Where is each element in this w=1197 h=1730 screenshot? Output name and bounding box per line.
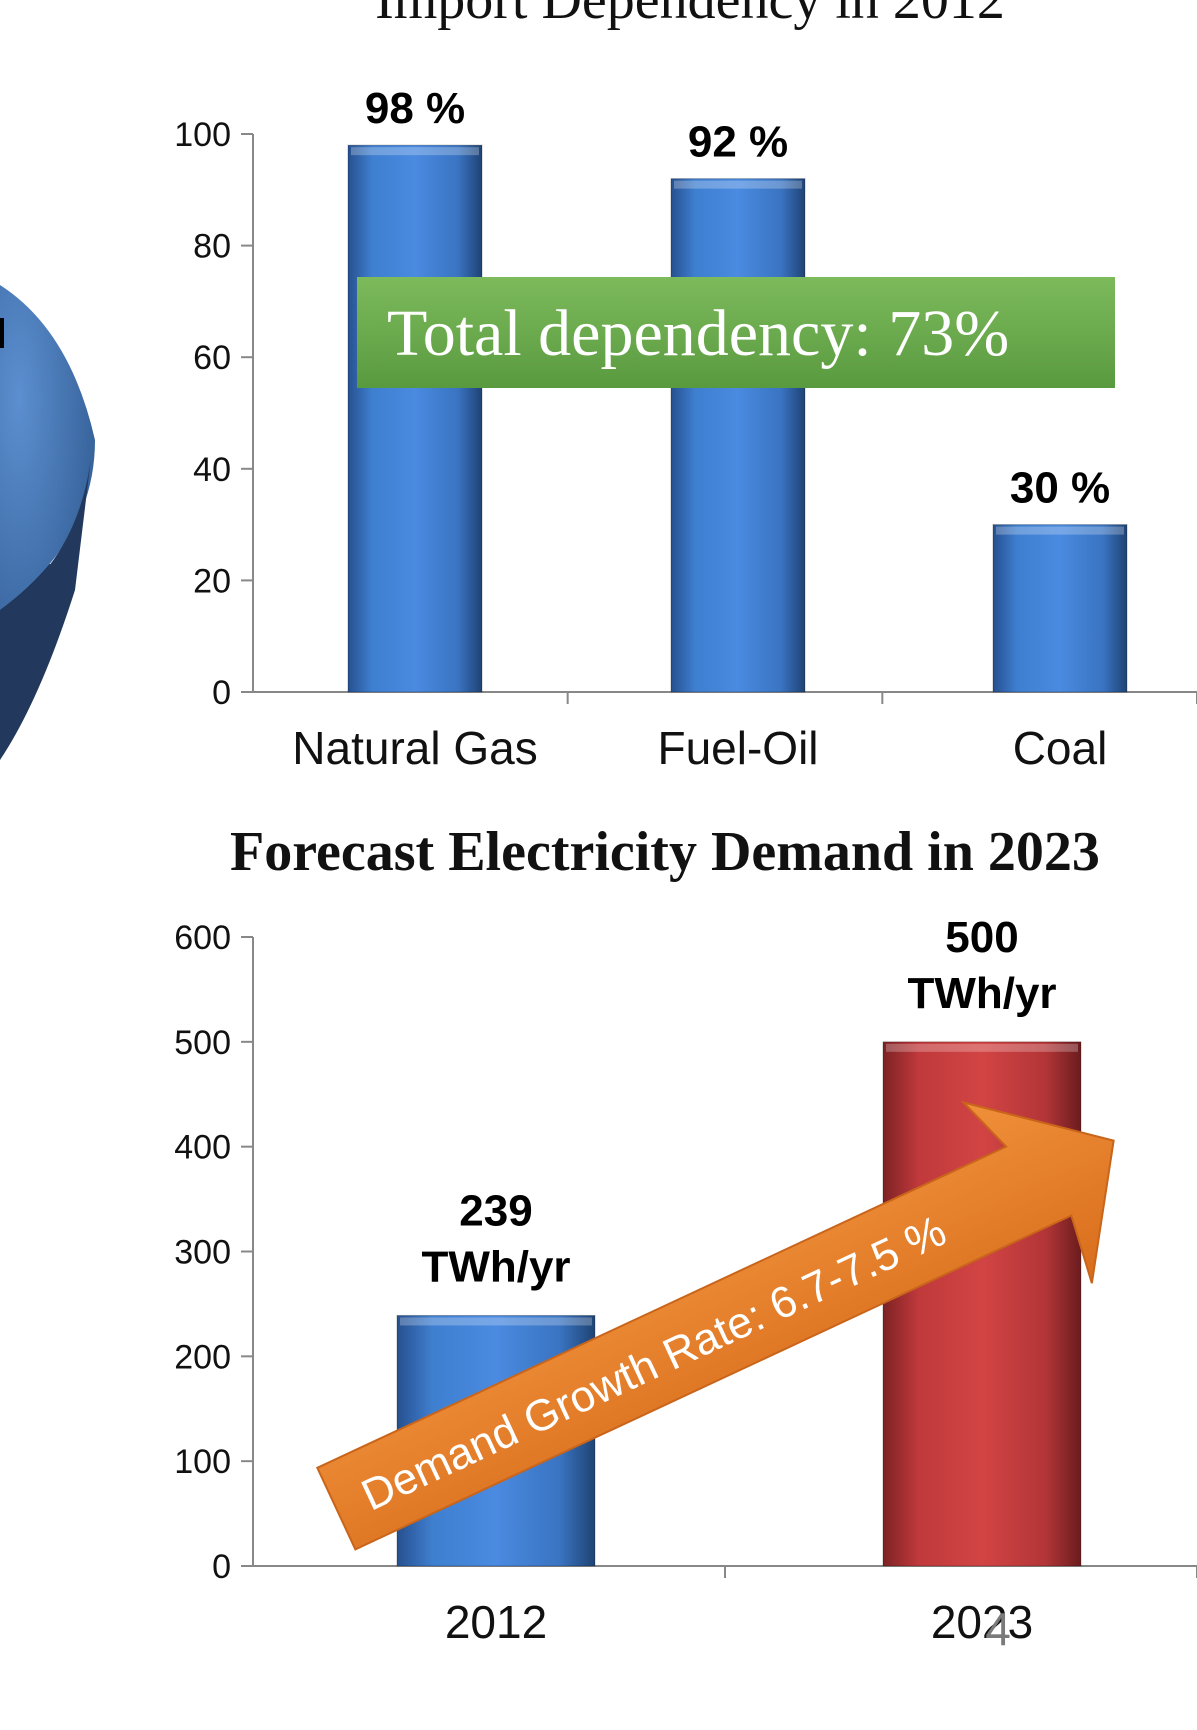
y-tick-label: 20 bbox=[193, 562, 231, 600]
y-tick-label: 0 bbox=[212, 1548, 231, 1586]
chart2-title: Forecast Electricity Demand in 2023 bbox=[230, 821, 1100, 883]
data-label: TWh/yr bbox=[421, 1242, 570, 1291]
bar-highlight bbox=[400, 1317, 592, 1326]
y-tick-label: 200 bbox=[174, 1338, 231, 1376]
data-label: 92 % bbox=[688, 118, 788, 167]
bar-coal bbox=[992, 524, 1128, 693]
bar-highlight bbox=[886, 1043, 1078, 1052]
chart2-y-axis: 0 100 200 300 400 500 600 bbox=[174, 919, 1197, 1586]
import-dependency-chart: Import Dependency in 2012 0 20 40 60 80 100 N… bbox=[174, 0, 1197, 774]
total-dependency-text: Total dependency: 73% bbox=[387, 297, 1009, 370]
category-label: Fuel-Oil bbox=[657, 722, 818, 774]
data-label: TWh/yr bbox=[907, 969, 1056, 1018]
data-label: 30 % bbox=[1010, 464, 1110, 513]
y-tick-label: 100 bbox=[174, 116, 231, 154]
category-label: 2023 bbox=[931, 1596, 1033, 1648]
category-label: Coal bbox=[1013, 722, 1108, 774]
pie-fragment-text-edge bbox=[0, 318, 4, 348]
bar-natural-gas bbox=[347, 144, 483, 693]
chart1-bars: Natural Gas 98 % Fuel-Oil 92 % Coal 30 % bbox=[292, 84, 1128, 774]
category-label: Natural Gas bbox=[292, 722, 537, 774]
y-tick-label: 0 bbox=[212, 674, 231, 712]
bar-fuel-oil bbox=[670, 178, 806, 693]
y-tick-label: 500 bbox=[174, 1024, 231, 1062]
chart1-title: Import Dependency in 2012 bbox=[375, 0, 1005, 31]
y-tick-label: 40 bbox=[193, 451, 231, 489]
y-tick-label: 400 bbox=[174, 1129, 231, 1167]
data-label: 98 % bbox=[365, 84, 465, 133]
bar-highlight bbox=[674, 180, 802, 189]
y-tick-label: 100 bbox=[174, 1443, 231, 1481]
data-label: 500 bbox=[945, 913, 1018, 962]
total-dependency-banner: Total dependency: 73% bbox=[357, 277, 1115, 388]
bar-highlight bbox=[996, 526, 1124, 535]
y-tick-label: 80 bbox=[193, 228, 231, 266]
y-tick-label: 60 bbox=[193, 339, 231, 377]
pie-fragment bbox=[0, 285, 95, 760]
data-label: 239 bbox=[459, 1186, 532, 1235]
y-tick-label: 300 bbox=[174, 1234, 231, 1272]
y-tick-label: 600 bbox=[174, 919, 231, 957]
category-label: 2012 bbox=[445, 1596, 547, 1648]
electricity-demand-chart: Forecast Electricity Demand in 2023 0 100… bbox=[174, 821, 1197, 1648]
bar-highlight bbox=[351, 147, 479, 156]
page-number: 4 bbox=[985, 1603, 1011, 1655]
